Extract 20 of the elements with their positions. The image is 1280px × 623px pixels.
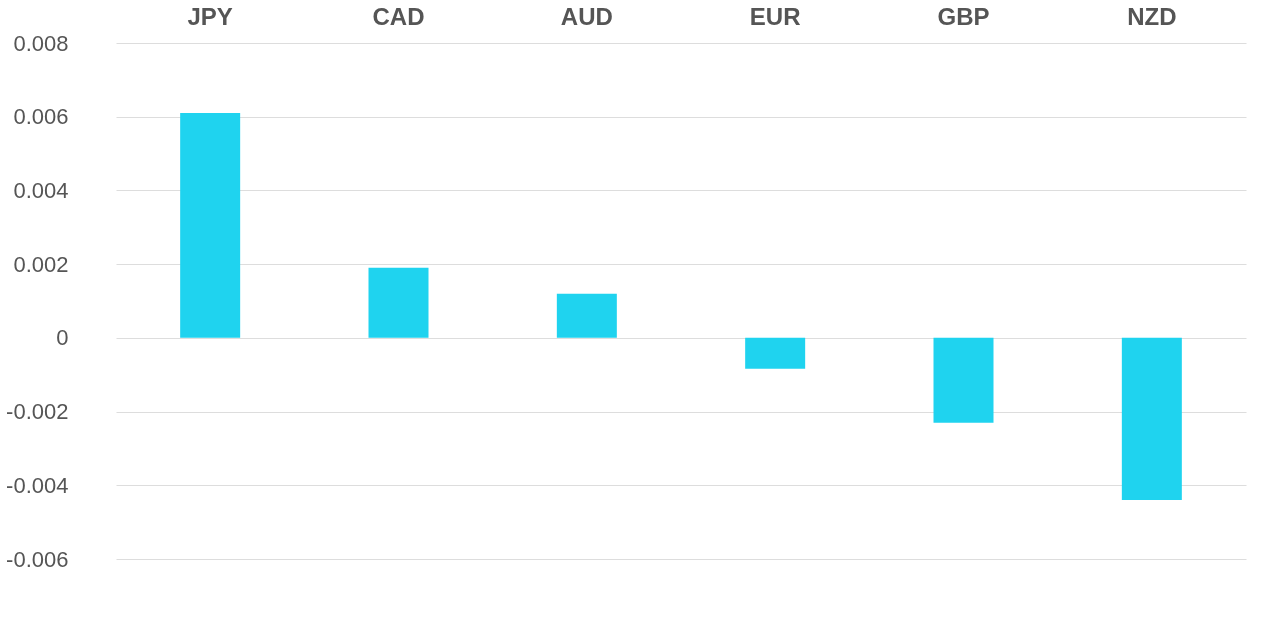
y-tick-label: -0.002 xyxy=(6,399,69,425)
y-tick-label: -0.004 xyxy=(6,472,69,498)
bar xyxy=(556,293,617,338)
bar xyxy=(1121,337,1182,501)
y-tick-label: 0.008 xyxy=(13,30,69,56)
y-tick-label: -0.006 xyxy=(6,546,69,572)
bar xyxy=(933,337,994,423)
y-tick-label: 0.002 xyxy=(13,251,69,277)
x-tick-label: AUD xyxy=(560,2,613,30)
x-tick-label: JPY xyxy=(187,2,233,30)
y-tick-label: 0.004 xyxy=(13,177,69,203)
y-tick-label: 0.006 xyxy=(13,104,69,130)
x-tick-label: CAD xyxy=(372,2,425,30)
x-tick-label: EUR xyxy=(749,2,801,30)
x-tick-label: GBP xyxy=(937,2,990,30)
bar xyxy=(180,113,241,338)
bar xyxy=(368,267,429,338)
x-tick-label: NZD xyxy=(1127,2,1177,30)
bar xyxy=(745,337,806,369)
y-tick-label: 0 xyxy=(56,325,69,351)
